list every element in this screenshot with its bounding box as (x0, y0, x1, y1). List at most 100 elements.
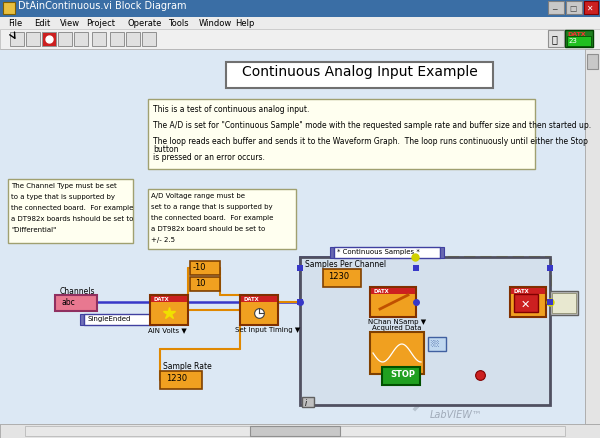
Text: Continuous Analog Input Example: Continuous Analog Input Example (242, 65, 478, 79)
Bar (323, 269, 361, 287)
Bar (55, 295, 97, 311)
Bar (3, 3, 15, 15)
Bar (552, 293, 576, 313)
Bar (58, 33, 72, 47)
Bar (42, 33, 56, 47)
Bar (160, 371, 202, 389)
Bar (440, 247, 444, 258)
Text: Sample Rate: Sample Rate (163, 361, 212, 370)
Text: Channels: Channels (60, 286, 95, 295)
Bar (371, 288, 415, 294)
Text: View: View (60, 19, 80, 28)
Bar (511, 288, 545, 294)
Text: a DT982x boards hshould be set to: a DT982x boards hshould be set to (11, 215, 133, 222)
Text: The A/D is set for "Continuous Sample" mode with the requested sample rate and b: The A/D is set for "Continuous Sample" m… (153, 121, 591, 130)
Text: The loop reads each buffer and sends it to the Waveform Graph.  The loop runs co: The loop reads each buffer and sends it … (153, 137, 588, 146)
Bar (25, 426, 565, 436)
Text: Window: Window (199, 19, 232, 28)
Bar (297, 265, 303, 272)
Text: ─: ─ (552, 4, 557, 13)
Bar (156, 314, 160, 325)
Text: INSTRUMENTS: INSTRUMENTS (427, 399, 477, 405)
Bar (548, 2, 564, 15)
Text: File: File (8, 19, 22, 28)
Bar (547, 265, 553, 272)
Text: Set Input Timing ▼: Set Input Timing ▼ (235, 326, 300, 332)
Bar (334, 247, 440, 258)
Bar (587, 55, 598, 70)
Text: DATX: DATX (243, 297, 259, 301)
Text: 1230: 1230 (166, 373, 187, 382)
Text: 1230: 1230 (328, 272, 349, 280)
Bar (565, 31, 593, 48)
Bar (510, 287, 546, 317)
Bar (566, 2, 582, 15)
Text: DATX: DATX (567, 32, 586, 37)
Text: Project: Project (86, 19, 115, 28)
Text: "Differential": "Differential" (11, 226, 56, 233)
Text: abc: abc (62, 297, 76, 306)
Bar (370, 332, 424, 374)
Bar (142, 33, 156, 47)
Bar (413, 265, 419, 272)
Text: 🔑: 🔑 (552, 34, 558, 44)
Text: Edit: Edit (34, 19, 50, 28)
Bar (428, 337, 446, 351)
Text: The Channel Type must be set: The Channel Type must be set (11, 183, 117, 189)
Bar (150, 295, 188, 325)
Text: a DT982x board should be set to: a DT982x board should be set to (151, 226, 265, 231)
Text: is pressed or an error occurs.: is pressed or an error occurs. (153, 153, 265, 162)
Text: STOP: STOP (390, 369, 415, 378)
Text: * Continuous Samples *: * Continuous Samples * (337, 248, 420, 254)
Bar (550, 291, 578, 315)
Text: Tools: Tools (168, 19, 188, 28)
Text: i: i (305, 398, 307, 407)
Bar (190, 261, 220, 276)
Bar (74, 33, 88, 47)
Text: Help: Help (235, 19, 254, 28)
Bar (547, 299, 553, 305)
Bar (297, 299, 303, 305)
Bar (0, 424, 600, 438)
Text: the connected board.  For example: the connected board. For example (151, 215, 274, 220)
Bar (250, 426, 340, 436)
Text: +/- 2.5: +/- 2.5 (151, 237, 175, 243)
Bar (567, 37, 591, 47)
Text: Samples Per Channel: Samples Per Channel (305, 259, 386, 268)
Text: Acquired Data: Acquired Data (372, 324, 421, 330)
Text: □: □ (569, 4, 576, 13)
Text: A/D Voltage range must be: A/D Voltage range must be (151, 193, 245, 198)
Text: ✕: ✕ (521, 299, 530, 309)
Bar (330, 247, 334, 258)
Bar (92, 33, 106, 47)
Bar (126, 33, 140, 47)
Bar (226, 63, 493, 89)
Text: ░░: ░░ (430, 339, 439, 346)
Text: the connected board.  For example: the connected board. For example (11, 205, 133, 211)
Bar (585, 50, 600, 424)
Text: AIN Volts ▼: AIN Volts ▼ (148, 326, 187, 332)
Bar (0, 30, 600, 50)
Bar (0, 50, 585, 424)
Bar (0, 18, 600, 31)
Bar (84, 314, 156, 325)
Bar (240, 295, 278, 325)
Text: DATX: DATX (153, 297, 169, 301)
Text: DATX: DATX (513, 288, 529, 293)
Text: -10: -10 (193, 262, 206, 272)
Bar (148, 190, 296, 249)
Text: 23: 23 (569, 38, 578, 44)
Text: DtAinContinuous.vi Block Diagram: DtAinContinuous.vi Block Diagram (18, 1, 187, 11)
Bar (80, 314, 84, 325)
Bar (151, 297, 187, 302)
Text: to a type that is supported by: to a type that is supported by (11, 194, 115, 200)
Bar (548, 31, 564, 48)
Text: SingleEnded: SingleEnded (87, 315, 130, 321)
Bar (0, 0, 600, 18)
Text: NATIONAL: NATIONAL (430, 389, 478, 398)
Bar (8, 180, 133, 244)
Bar (26, 33, 40, 47)
Text: ✕: ✕ (586, 4, 592, 13)
Text: set to a range that is supported by: set to a range that is supported by (151, 204, 272, 209)
Bar (584, 2, 598, 15)
